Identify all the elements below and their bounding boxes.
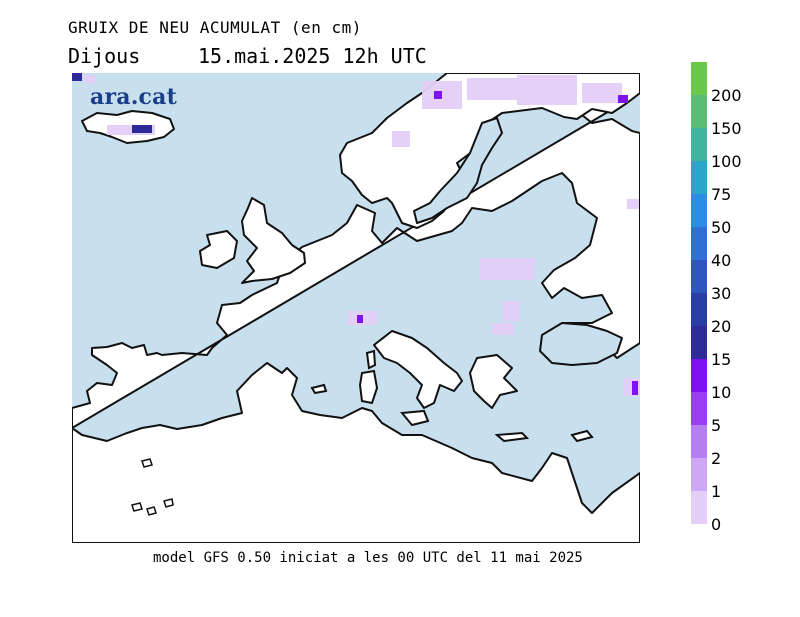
greece-land	[469, 354, 518, 409]
great-britain-land	[241, 197, 306, 284]
ara-cat-logo: ara.cat	[90, 84, 177, 110]
legend-label-0: 0	[711, 515, 722, 534]
corsica-land	[365, 349, 377, 370]
legend-label-150: 150	[711, 119, 742, 138]
legend-swatch-2	[691, 425, 707, 458]
snow-depth-map	[72, 73, 640, 543]
forecast-datetime: 15.mai.2025 12h UTC	[198, 44, 427, 68]
italy-land	[373, 330, 463, 409]
legend-label-50: 50	[711, 218, 732, 237]
continent-land	[72, 92, 640, 543]
model-run-caption: model GFS 0.50 iniciat a les 00 UTC del …	[153, 550, 583, 566]
legend-swatch-0	[691, 491, 707, 524]
legend-swatch-100	[691, 128, 707, 161]
crete-land	[494, 431, 530, 443]
madeira-land	[141, 458, 153, 468]
legend-label-10: 10	[711, 383, 732, 402]
legend-label-200: 200	[711, 86, 742, 105]
legend-swatch-15	[691, 326, 707, 359]
baltic-sea	[413, 117, 503, 224]
snow-depth-legend-bar	[691, 62, 707, 524]
legend-label-40: 40	[711, 251, 732, 270]
snow-deep-patches	[72, 73, 638, 395]
sicily-land	[400, 409, 430, 427]
legend-label-100: 100	[711, 152, 742, 171]
legend-label-15: 15	[711, 350, 732, 369]
cyprus-land	[570, 429, 594, 443]
snow-patches	[84, 75, 640, 396]
legend-swatch-50	[691, 194, 707, 227]
legend-swatch-40	[691, 227, 707, 260]
legend-swatch-5	[691, 392, 707, 425]
legend-swatch-200	[691, 62, 707, 95]
legend-label-5: 5	[711, 416, 722, 435]
legend-swatch-10	[691, 359, 707, 392]
canary-islands-land	[131, 498, 174, 516]
legend-label-30: 30	[711, 284, 732, 303]
balearic-land	[310, 383, 328, 395]
ireland-land	[199, 230, 238, 269]
scandinavia-land	[339, 73, 640, 229]
legend-swatch-150	[691, 95, 707, 128]
forecast-day: Dijous	[68, 44, 141, 68]
legend-label-1: 1	[711, 482, 722, 501]
legend-label-2: 2	[711, 449, 722, 468]
black-sea	[539, 322, 623, 366]
legend-swatch-75	[691, 161, 707, 194]
legend-swatch-30	[691, 260, 707, 293]
legend-swatch-20	[691, 293, 707, 326]
legend-swatch-1	[691, 458, 707, 491]
legend-label-75: 75	[711, 185, 732, 204]
legend-label-20: 20	[711, 317, 732, 336]
sardinia-land	[358, 369, 379, 405]
map-title: GRUIX DE NEU ACUMULAT (en cm)	[68, 18, 362, 37]
